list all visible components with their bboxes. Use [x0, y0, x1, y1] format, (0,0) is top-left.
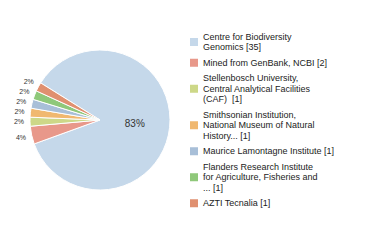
legend-swatch: [190, 59, 198, 67]
legend-item: Smithsonian Institution,National Museum …: [190, 110, 315, 141]
legend-item: AZTI Tecnalia [1]: [190, 198, 270, 208]
legend-swatch: [190, 85, 198, 93]
legend-item: Flanders Research Institutefor Agricultu…: [190, 162, 318, 193]
legend: Centre for BiodiversityGenomics [35] Mine…: [190, 32, 334, 209]
legend-swatch: [190, 121, 198, 129]
legend-item: Maurice Lamontagne Institute [1]: [190, 146, 334, 156]
pie: [30, 50, 170, 190]
data-label: 2%: [14, 118, 24, 125]
data-label: 2%: [24, 78, 34, 85]
pie-slice: [36, 83, 100, 120]
data-label: 4%: [16, 134, 26, 141]
data-label: 2%: [16, 98, 26, 105]
legend-swatch: [190, 173, 198, 181]
legend-item: Stellenbosch University,Central Analytic…: [190, 73, 311, 104]
legend-label: Smithsonian Institution,National Museum …: [203, 110, 315, 141]
legend-swatch: [190, 147, 198, 155]
legend-label: Centre for BiodiversityGenomics [35]: [203, 32, 292, 53]
data-label: 2%: [19, 88, 29, 95]
legend-swatch: [190, 38, 198, 46]
data-label: 2%: [14, 108, 24, 115]
legend-item: Mined from GenBank, NCBI [2]: [190, 58, 327, 68]
legend-item: Centre for BiodiversityGenomics [35]: [190, 32, 292, 53]
data-label: 83%: [125, 118, 145, 129]
chart: 83% 4% 2% 2% 2% 2% 2% Centre for BiodiversityGe…: [0, 0, 380, 240]
legend-label: AZTI Tecnalia [1]: [203, 198, 270, 208]
legend-label: Flanders Research Institutefor Agricultu…: [203, 162, 318, 193]
data-labels: 83% 4% 2% 2% 2% 2% 2%: [14, 78, 145, 141]
legend-label: Stellenbosch University,Central Analytic…: [203, 73, 311, 104]
legend-label: Mined from GenBank, NCBI [2]: [203, 58, 327, 68]
legend-swatch: [190, 199, 198, 207]
legend-label: Maurice Lamontagne Institute [1]: [203, 146, 334, 156]
